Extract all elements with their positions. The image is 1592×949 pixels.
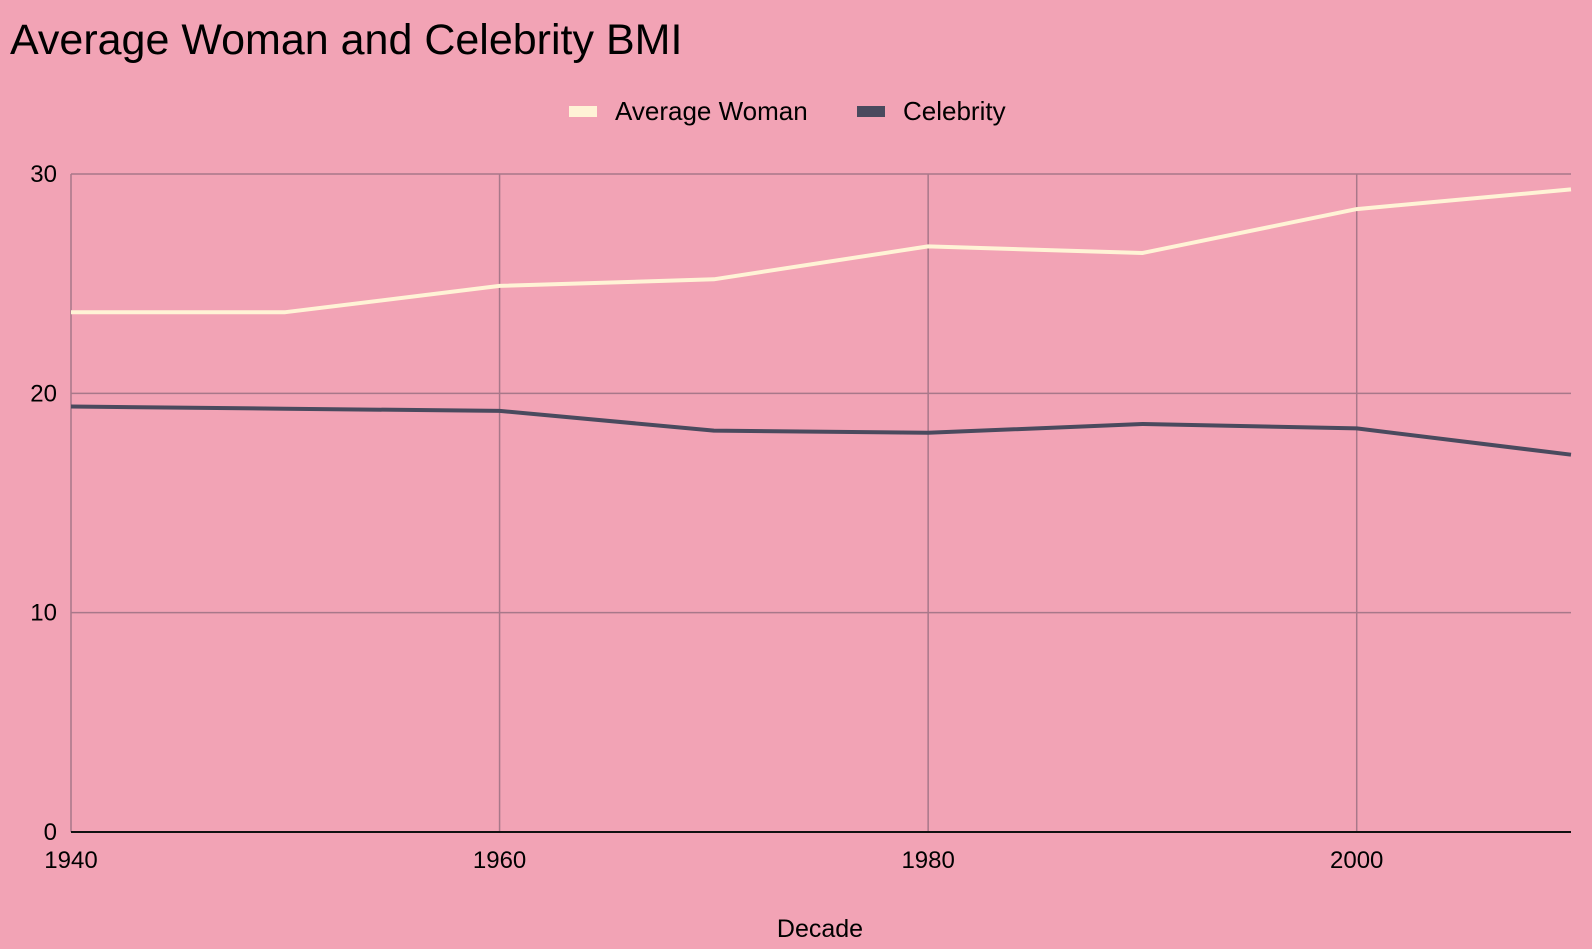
data-point-average-woman-2000 <box>1355 207 1359 211</box>
x-tick-label-1980: 1980 <box>901 847 954 874</box>
data-point-average-woman-1960 <box>498 284 502 288</box>
data-point-celebrity-1990 <box>1140 422 1144 426</box>
x-tick-label-2000: 2000 <box>1330 847 1383 874</box>
x-tick-label-1960: 1960 <box>473 847 526 874</box>
data-point-average-woman-1990 <box>1140 251 1144 255</box>
tick-labels: 0 10 20 30 1940 1960 1980 2000 <box>30 161 1383 874</box>
legend-label-celebrity: Celebrity <box>903 96 1006 126</box>
data-point-average-woman-2010 <box>1569 187 1573 191</box>
gridlines <box>70 173 1571 832</box>
data-point-celebrity-1960 <box>498 409 502 413</box>
chart-title: Average Woman and Celebrity BMI <box>10 16 682 64</box>
y-tick-label-30: 30 <box>30 161 57 188</box>
legend: Average Woman Celebrity <box>569 96 1006 126</box>
series-line-celebrity <box>70 404 1572 457</box>
legend-swatch-celebrity <box>857 106 885 117</box>
data-point-celebrity-2000 <box>1355 426 1359 430</box>
data-point-average-woman-1970 <box>712 277 716 281</box>
data-point-celebrity-1980 <box>926 431 930 435</box>
series-lines <box>69 187 1573 457</box>
data-point-average-woman-1980 <box>926 244 930 248</box>
y-tick-label-10: 10 <box>30 600 57 627</box>
data-point-celebrity-1970 <box>712 429 716 433</box>
legend-label-average-woman: Average Woman <box>615 96 808 126</box>
y-tick-label-20: 20 <box>30 380 57 407</box>
legend-swatch-average-woman <box>569 106 597 117</box>
x-axis-title: Decade <box>777 915 863 943</box>
data-point-celebrity-1950 <box>283 407 287 411</box>
data-point-average-woman-1940 <box>69 310 73 314</box>
data-point-average-woman-1950 <box>283 310 287 314</box>
data-point-celebrity-1940 <box>69 404 73 408</box>
series-line-average-woman <box>71 187 1572 315</box>
data-point-celebrity-2010 <box>1569 453 1573 457</box>
x-tick-label-1940: 1940 <box>44 847 97 874</box>
y-tick-label-0: 0 <box>44 819 57 846</box>
